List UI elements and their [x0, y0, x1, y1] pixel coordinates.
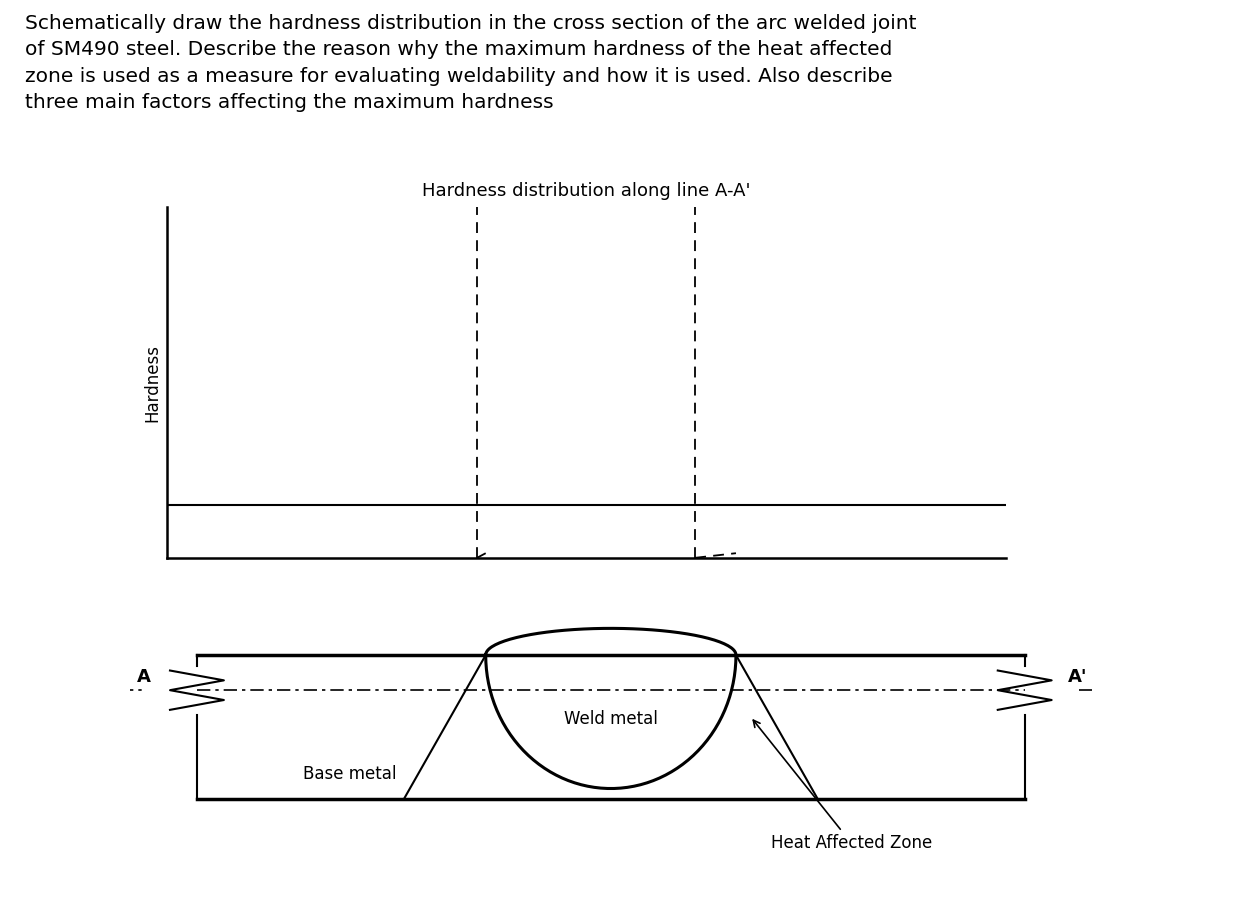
Text: A: A [137, 668, 151, 686]
Text: A': A' [1067, 668, 1087, 686]
Y-axis label: Hardness: Hardness [143, 344, 160, 421]
Text: Schematically draw the hardness distribution in the cross section of the arc wel: Schematically draw the hardness distribu… [25, 14, 916, 112]
Title: Hardness distribution along line A-A': Hardness distribution along line A-A' [422, 183, 750, 200]
Text: Heat Affected Zone: Heat Affected Zone [753, 720, 932, 852]
Text: Base metal: Base metal [302, 765, 396, 784]
Text: Weld metal: Weld metal [564, 710, 658, 728]
